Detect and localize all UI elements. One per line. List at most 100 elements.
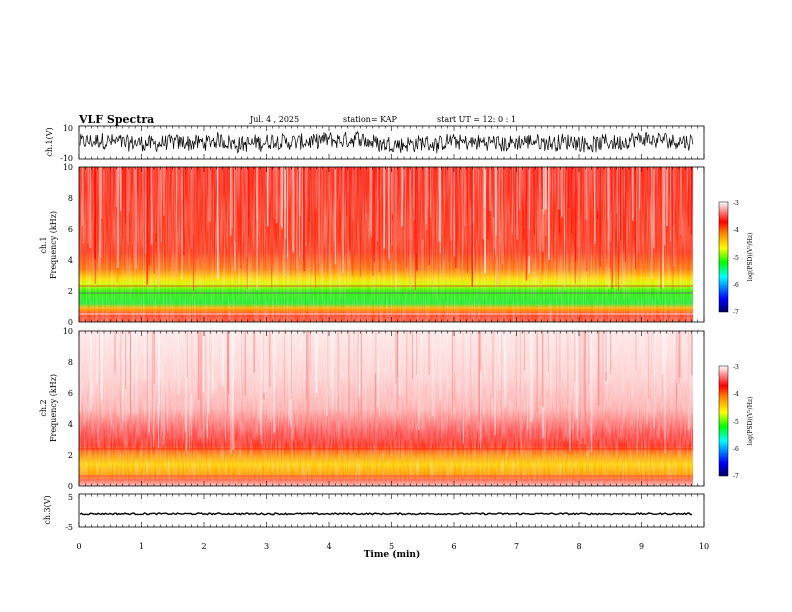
spectrogram-streak (539, 167, 540, 255)
spectrogram-streak (375, 331, 377, 442)
spectrogram-streak (446, 331, 448, 422)
spectrogram-streak (636, 331, 638, 453)
spectrogram-streak (334, 167, 337, 265)
spectrogram-streak (638, 167, 640, 253)
spectrogram-streak (270, 331, 271, 422)
spectrogram-streak (587, 331, 590, 385)
x-tick-label: 7 (514, 542, 519, 551)
spectrogram-streak (432, 167, 433, 289)
spectrogram-streak (153, 167, 155, 274)
spectrogram-streak (346, 167, 348, 216)
spectrogram-streak (330, 331, 332, 389)
spectrogram-streak (181, 167, 183, 280)
spectrogram-streak (608, 331, 610, 392)
spectrogram-streak (330, 167, 332, 248)
spectrogram-streak (479, 331, 482, 371)
spectrogram-streak (292, 167, 295, 253)
x-tick-label: 1 (139, 542, 144, 551)
spectrogram-streak (543, 167, 545, 214)
cb1-tick-m5: -5 (733, 255, 739, 262)
spectrogram-streak (582, 331, 585, 410)
spectrogram-streak (463, 331, 464, 421)
spectrogram-streak (144, 167, 147, 253)
spectrogram-streak (211, 331, 213, 376)
spectrogram-streak (639, 167, 641, 210)
spectrogram-streak (550, 331, 552, 409)
spectrogram-streak (244, 331, 246, 396)
colorbar-ch1-scale (718, 201, 729, 313)
spectrogram-streak (528, 167, 530, 230)
spectrogram-streak (412, 167, 414, 209)
cb2-tick-m3: -3 (733, 364, 739, 371)
spectrogram-streak (261, 331, 263, 444)
spectrogram-streak (271, 167, 272, 288)
spectrogram-streak (154, 167, 156, 234)
spectrogram-streak (373, 167, 375, 262)
spectrogram-streak (119, 167, 122, 211)
spectrogram-streak (90, 331, 92, 412)
spectrogram-streak (240, 331, 241, 455)
spectrogram-streak (204, 331, 206, 391)
spectrogram-streak (604, 167, 606, 262)
spectrogram-streak (394, 331, 395, 400)
spectrogram-streak (358, 331, 360, 397)
spectrogram-streak (231, 167, 233, 228)
spectrogram-streak (110, 167, 111, 272)
spectrogram-streak (591, 331, 593, 452)
spectrogram-streak (519, 331, 521, 420)
cb2-tick-m6: -6 (733, 446, 739, 453)
spectrogram-streak (318, 167, 320, 274)
x-tick-label: 8 (576, 542, 581, 551)
spectrogram-streak (153, 331, 155, 384)
spectrogram-streak (432, 331, 435, 384)
spectrogram-streak (597, 331, 600, 406)
spectrogram-streak (517, 331, 520, 406)
spectrogram-streak (567, 167, 570, 208)
spectrogram-streak (182, 167, 185, 256)
spec2-texture (79, 331, 693, 486)
spectrogram-streak (609, 167, 611, 268)
spectrogram-streak (615, 167, 617, 286)
spectrogram-streak (532, 331, 534, 394)
spectrogram-streak (691, 331, 693, 415)
spectrogram-streak (225, 331, 226, 443)
spec1-ylabel-frequency: Frequency (kHz) (49, 211, 58, 279)
spectrogram-streak (186, 331, 188, 377)
spectrogram-streak (414, 331, 415, 404)
spectrogram-streak (401, 331, 403, 393)
spectrogram-streak (501, 331, 502, 391)
spectrogram-streak (83, 331, 85, 427)
spectrogram-streak (234, 167, 235, 258)
spectrogram-streak (544, 167, 546, 211)
spectrogram-streak (366, 167, 368, 214)
spectrogram-streak (128, 331, 130, 415)
spec2-tick-8: 8 (68, 358, 73, 367)
spec2-yticks: 10 8 6 4 2 0 (63, 327, 73, 491)
spectrogram-streak (365, 331, 367, 428)
spectrogram-streak (150, 167, 153, 245)
spectrogram-streak (602, 331, 604, 421)
spectrogram-streak (501, 331, 502, 429)
spectrogram-streak (134, 167, 136, 283)
spectrogram-streak (160, 167, 162, 243)
spectrogram-streak (175, 167, 178, 282)
spectrogram-streak (504, 331, 507, 408)
spectrogram-streak (577, 331, 579, 441)
spectrogram-streak (221, 331, 224, 387)
spectrogram-streak (599, 167, 601, 268)
spectrogram-streak (575, 167, 577, 261)
spectrogram-streak (487, 167, 489, 240)
spectrogram-streak (306, 331, 308, 435)
spectrogram-streak (574, 167, 576, 284)
spectrogram-streak (94, 167, 96, 284)
spectrogram-streak (392, 167, 393, 214)
spectrogram-streak (645, 331, 646, 374)
spectrogram-streak (417, 331, 420, 430)
spectrogram-streak (163, 167, 165, 216)
spec2-tick-4: 4 (68, 420, 73, 429)
spectrogram-streak (227, 331, 230, 395)
spectrogram-streak (376, 167, 379, 241)
spectrogram-streak (653, 331, 654, 423)
cb1-tick-m6: -6 (733, 282, 739, 289)
